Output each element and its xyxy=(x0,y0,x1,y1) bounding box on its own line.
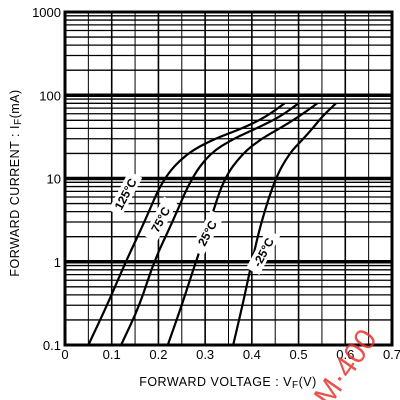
x-tick-label: 0.7 xyxy=(383,347,400,362)
grid xyxy=(65,12,392,345)
y-tick-label: 10 xyxy=(47,172,61,187)
x-tick-label: 0.6 xyxy=(336,347,354,362)
curve-label-bg xyxy=(190,210,224,256)
curve-25°C xyxy=(166,102,318,346)
y-tick-label: 1 xyxy=(54,255,61,270)
curve-label-bg xyxy=(108,170,143,217)
curve-label-bg xyxy=(143,196,178,243)
x-tick-label: 0.2 xyxy=(149,347,167,362)
x-tick-label: 0.1 xyxy=(103,347,121,362)
curves xyxy=(87,102,337,346)
x-ticks: 0 0.1 0.2 0.3 0.4 0.5 0.6 0.7 xyxy=(61,347,400,362)
y-axis-title: FORWARD CURRENT : IF(mA) xyxy=(8,89,24,276)
y-tick-label: 1000 xyxy=(32,5,61,20)
plot-border xyxy=(63,10,394,347)
x-axis-title: FORWARD VOLTAGE : VF(V) xyxy=(139,375,317,391)
x-tick-label: 0.3 xyxy=(196,347,214,362)
x-tick-label: 0.4 xyxy=(243,347,261,362)
curve-125°C xyxy=(87,102,286,346)
x-tick-label: 0 xyxy=(61,347,68,362)
plot-frame xyxy=(63,10,394,347)
y-tick-label: 100 xyxy=(39,88,61,103)
curve-75°C xyxy=(120,102,300,346)
x-tick-label: 0.5 xyxy=(290,347,308,362)
y-ticks: 0.1 1 10 100 1000 xyxy=(32,5,61,353)
curve--25°C xyxy=(232,102,337,346)
curve-label-bg xyxy=(246,229,281,275)
y-tick-label: 0.1 xyxy=(43,338,61,353)
